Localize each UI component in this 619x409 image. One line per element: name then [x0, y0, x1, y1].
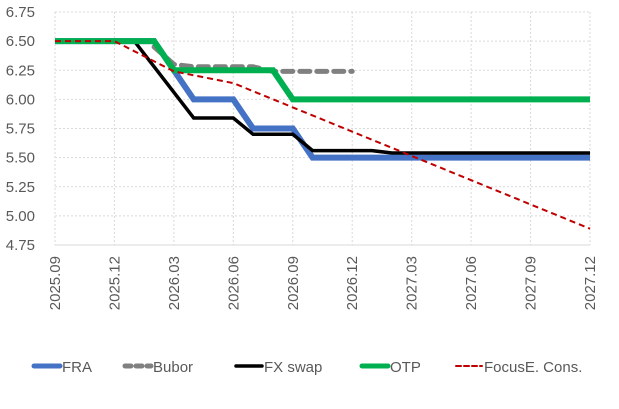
legend-item: FX swap	[234, 359, 322, 376]
grid	[54, 11, 591, 246]
x-tick-label: 2026.09	[285, 256, 302, 310]
x-tick-label: 2025.09	[47, 256, 64, 310]
y-axis: 6.75 6.50 6.25 6.00 5.75 5.50 5.25 5.00 4.75	[6, 4, 35, 254]
y-tick-label: 5.25	[6, 179, 35, 196]
legend-label: FRA	[62, 359, 92, 376]
x-tick-label: 2025.12	[106, 256, 123, 310]
y-tick-label: 6.00	[6, 91, 35, 108]
x-tick-label: 2027.06	[463, 256, 480, 310]
legend-label: OTP	[390, 359, 421, 376]
series-line-fx-swap	[55, 39, 590, 155]
x-tick-label: 2026.03	[166, 256, 183, 310]
y-tick-label: 6.75	[6, 4, 35, 21]
x-tick-label: 2026.12	[344, 256, 361, 310]
y-tick-label: 5.00	[6, 208, 35, 225]
legend-item: Bubor	[122, 359, 193, 376]
x-tick-label: 2027.03	[404, 256, 421, 310]
y-tick-label: 5.50	[6, 150, 35, 167]
legend-item: FRA	[31, 359, 92, 376]
legend-label: FocusE. Cons.	[484, 359, 582, 376]
series-line-otp	[55, 38, 590, 103]
legend-item: OTP	[359, 359, 421, 376]
legend-label: Bubor	[153, 359, 193, 376]
y-tick-label: 6.50	[6, 33, 35, 50]
legend-label: FX swap	[264, 359, 322, 376]
x-tick-label: 2027.12	[582, 256, 599, 310]
y-tick-label: 5.75	[6, 121, 35, 138]
series-line-focuse-cons-	[55, 40, 591, 230]
x-tick-label: 2027.09	[523, 256, 540, 310]
x-tick-label: 2026.06	[225, 256, 242, 310]
legend: FRA Bubor FX swap OTP FocusE. Cons.	[31, 359, 582, 376]
legend-item: FocusE. Cons.	[455, 359, 582, 376]
y-tick-label: 6.25	[6, 62, 35, 79]
y-tick-label: 4.75	[6, 237, 35, 254]
x-axis: 2025.09 2025.12 2026.03 2026.06 2026.09 2026.…	[47, 256, 599, 310]
series-lines	[55, 38, 591, 230]
